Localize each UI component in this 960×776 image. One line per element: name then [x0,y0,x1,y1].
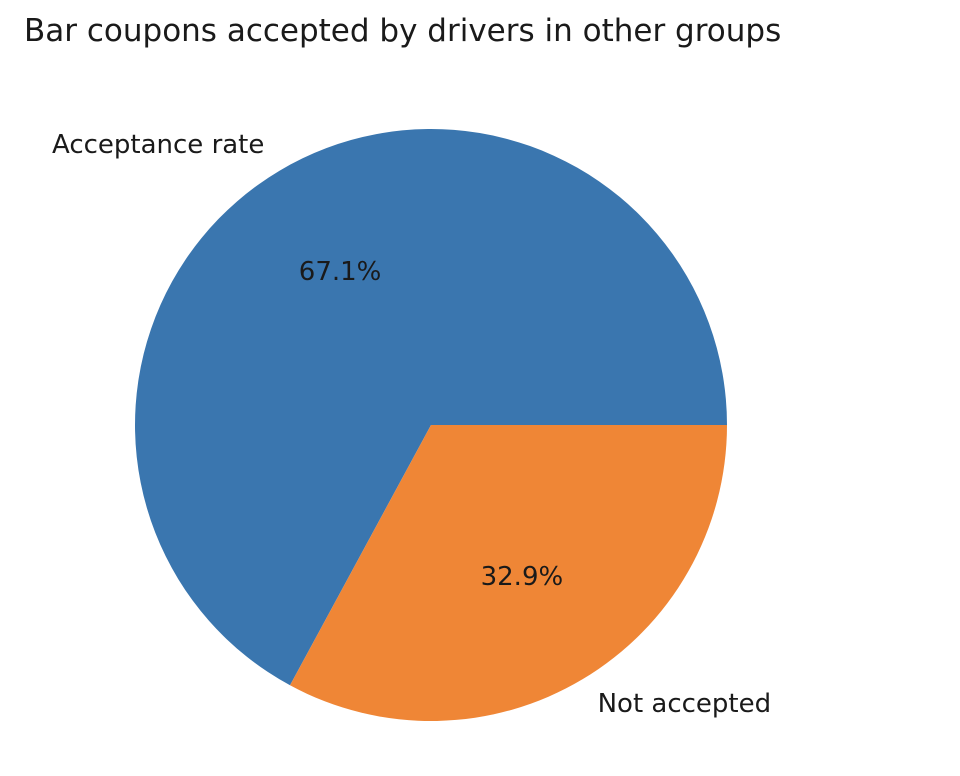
slice-label-acceptance-rate: Acceptance rate [52,130,264,160]
slice-label-not-accepted: Not accepted [598,689,772,719]
pct-label-acceptance-rate: 67.1% [299,257,382,287]
chart-title: Bar coupons accepted by drivers in other… [24,13,781,49]
pie-slice-not-accepted [290,425,727,722]
pie-group: Acceptance rate 67.1% Not accepted 32.9% [52,129,772,722]
pct-label-not-accepted: 32.9% [481,562,564,592]
pie-slice-acceptance-rate [135,129,728,686]
